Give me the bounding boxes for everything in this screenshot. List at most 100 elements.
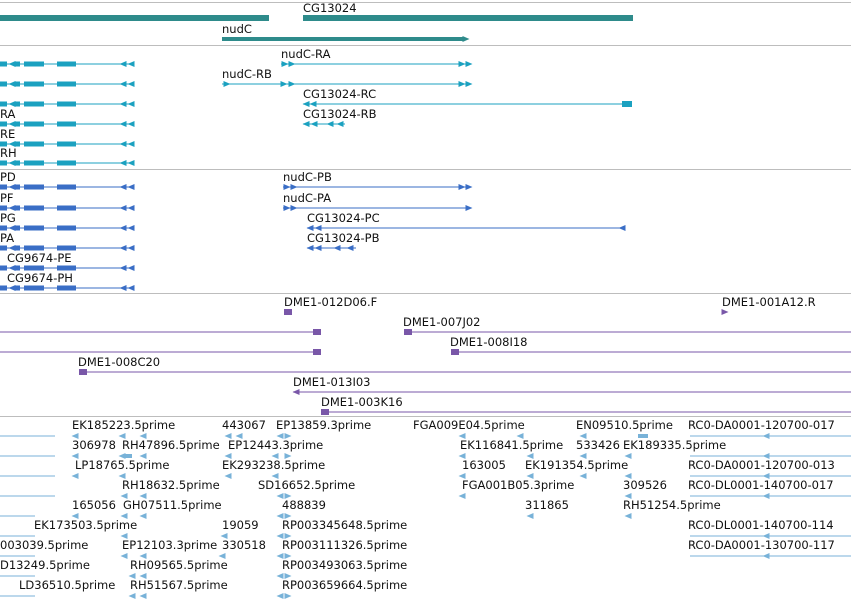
clone-feature [313,329,321,335]
strand-arrow-left-icon [8,61,16,67]
est-label[interactable]: 330518 [222,538,266,552]
est-label[interactable]: SD16652.5prime [258,478,355,492]
est-label[interactable]: D13249.5prime [0,558,90,572]
protein-label[interactable]: PF [0,191,14,205]
transcript-label[interactable]: RA [0,107,16,121]
est-label[interactable]: LP18765.5prime [75,458,169,472]
est-label[interactable]: EP12103.3prime [122,538,217,552]
feature-exon [24,101,44,107]
clone-label[interactable]: DME1-008I18 [450,335,528,349]
est-label[interactable]: 311865 [525,498,569,512]
strand-arrow-right-icon [465,205,473,211]
protein-label[interactable]: PD [0,170,16,184]
est-label[interactable]: EP12443.3prime [228,438,323,452]
strand-arrow-left-icon [8,121,16,127]
est-label[interactable]: EN09510.5prime [576,418,673,432]
gene-track: CG13024 nudC [0,1,633,42]
protein-label[interactable]: nudC-PA [283,191,331,205]
strand-arrow-left-icon [618,225,626,231]
feature-exon [57,184,76,190]
strand-arrow-right-icon [283,205,291,211]
est-label[interactable]: EK293238.5prime [222,458,325,472]
gene-label[interactable]: nudC [222,22,252,36]
est-label[interactable]: EK189335.5prime [623,438,726,452]
est-label[interactable]: 309526 [623,478,667,492]
gene-label[interactable]: CG13024 [303,1,357,15]
strand-arrow-left-icon [71,513,79,519]
transcript-label[interactable]: RE [0,127,15,141]
transcript-label[interactable]: CG13024-RC [303,87,376,101]
clone-feature [313,349,321,355]
transcript-label[interactable]: CG13024-RB [303,107,377,121]
est-label[interactable]: RC0-DL0001-140700-017 [688,478,834,492]
strand-arrow-left-icon [579,453,587,459]
est-label[interactable]: 533426 [576,438,620,452]
clone-feature [451,349,459,355]
strand-arrow-right-icon [284,593,292,599]
est-label[interactable]: 306978 [72,438,116,452]
strand-arrow-left-icon [8,81,16,87]
est-label[interactable]: EP13859.3prime [276,418,371,432]
est-label[interactable]: RH18632.5prime [122,478,220,492]
strand-arrow-left-icon [458,453,466,459]
est-label[interactable]: EK173503.5prime [34,518,137,532]
feature-exon [14,205,20,211]
est-label[interactable]: LD36510.5prime [19,578,115,592]
est-label[interactable]: EK116841.5prime [460,438,563,452]
strand-arrow-left-icon [8,101,16,107]
protein-label[interactable]: CG9674-PE [7,251,72,265]
strand-arrow-left-icon [762,433,770,439]
clone-label[interactable]: DME1-012D06.F [284,295,377,309]
protein-label[interactable]: CG13024-PB [307,231,380,245]
est-label[interactable]: RC0-DA0001-120700-017 [688,418,835,432]
est-label[interactable]: GH07511.5prime [123,498,222,512]
est-label[interactable]: FGA009E04.5prime [413,418,525,432]
est-label[interactable]: RC0-DA0001-130700-117 [688,538,835,552]
transcript-label[interactable]: nudC-RA [281,47,331,61]
est-label[interactable]: RC0-DL0001-140700-114 [688,518,834,532]
feature-exon [14,245,20,251]
est-label[interactable]: 003039.5prime [0,538,88,552]
feature-exon [24,225,44,231]
strand-arrow-left-icon [139,493,147,499]
est-label[interactable]: RP003345648.5prime [282,518,407,532]
feature-exon [57,81,76,87]
clone-label[interactable]: DME1-003K16 [321,395,403,409]
protein-label[interactable]: PG [0,211,16,225]
strand-arrow-left-icon [139,433,147,439]
est-label[interactable]: RH47896.5prime [122,438,220,452]
est-label[interactable]: RH51254.5prime [623,498,721,512]
protein-label[interactable]: PA [0,231,14,245]
strand-arrow-left-icon [624,453,632,459]
feature-exon [57,101,76,107]
clone-label[interactable]: DME1-008C20 [78,355,160,369]
protein-label[interactable]: CG9674-PH [7,271,73,285]
strand-arrow-left-icon [526,513,534,519]
est-label[interactable]: RC0-DA0001-120700-013 [688,458,835,472]
est-label[interactable]: FGA001B05.3prime [462,478,574,492]
est-label[interactable]: EK191354.5prime [525,458,628,472]
transcript-label[interactable]: RH [0,146,17,160]
est-label[interactable]: 163005 [462,458,506,472]
est-label[interactable]: 443067 [222,418,266,432]
est-label[interactable]: RP003659664.5prime [282,578,407,592]
clone-label[interactable]: DME1-007J02 [403,315,481,329]
strand-arrow-left-icon [127,225,135,231]
protein-label[interactable]: CG13024-PC [307,211,380,225]
est-label[interactable]: 19059 [222,518,259,532]
feature-exon [0,141,7,147]
transcript-label[interactable]: nudC-RB [222,67,272,81]
strand-arrow-left-icon [314,225,322,231]
protein-label[interactable]: nudC-PB [283,170,332,184]
est-label[interactable]: 165056 [72,498,116,512]
est-label[interactable]: RP003111326.5prime [282,538,407,552]
est-label[interactable]: EK185223.5prime [72,418,175,432]
clone-label[interactable]: DME1-001A12.R [722,295,816,309]
est-label[interactable]: 488839 [282,498,326,512]
est-label[interactable]: RH51567.5prime [130,578,228,592]
clone-label[interactable]: DME1-013I03 [293,375,371,389]
strand-arrow-right-icon [284,433,292,439]
est-label[interactable]: RH09565.5prime [130,558,228,572]
est-label[interactable]: RP003493063.5prime [282,558,407,572]
strand-arrow-right-icon [462,36,470,42]
